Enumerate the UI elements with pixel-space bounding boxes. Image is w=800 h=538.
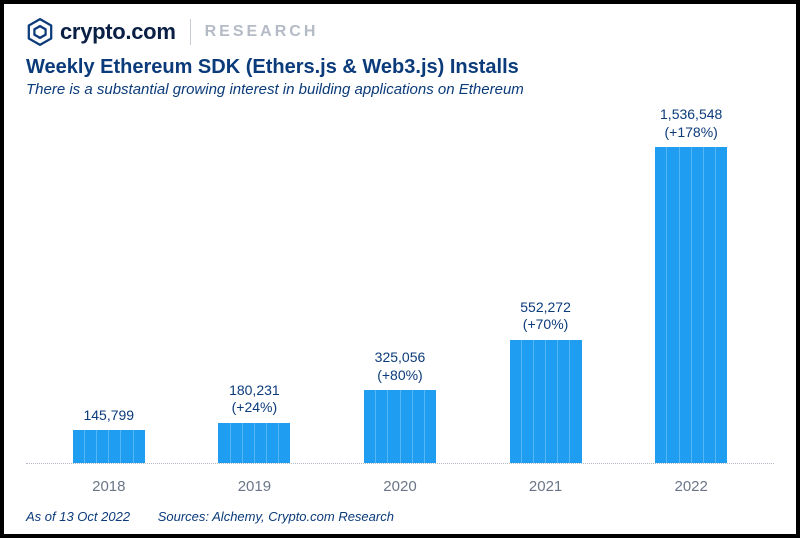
- bar-column: 145,799: [36, 106, 182, 463]
- header: crypto.com RESEARCH: [26, 18, 774, 46]
- chart-plot-area: 145,799 180,231(+24%) 325,056(+80%) 552,272…: [26, 106, 774, 464]
- bar-value-label: 1,536,548(+178%): [660, 106, 722, 141]
- sources-text: Sources: Alchemy, Crypto.com Research: [158, 509, 394, 524]
- bar-column: 325,056(+80%): [327, 106, 473, 463]
- chart-card: crypto.com RESEARCH Weekly Ethereum SDK …: [0, 0, 800, 538]
- crypto-logo-icon: [26, 18, 54, 46]
- bar: [73, 430, 145, 463]
- bar-value-label: 180,231(+24%): [229, 382, 280, 417]
- x-axis-tick: 2019: [182, 478, 328, 495]
- bar-value-label: 145,799: [83, 407, 134, 425]
- brand-name: crypto.com: [60, 19, 176, 45]
- bar: [510, 340, 582, 463]
- bar: [364, 390, 436, 463]
- chart-footer: As of 13 Oct 2022 Sources: Alchemy, Cryp…: [26, 509, 774, 524]
- bar-value-label: 325,056(+80%): [375, 349, 426, 384]
- chart-subtitle: There is a substantial growing interest …: [26, 81, 774, 98]
- brand-logo: crypto.com: [26, 18, 176, 46]
- header-divider: [190, 19, 191, 45]
- bar-value-label: 552,272(+70%): [520, 299, 571, 334]
- x-axis-tick: 2020: [327, 478, 473, 495]
- chart-title: Weekly Ethereum SDK (Ethers.js & Web3.js…: [26, 56, 774, 79]
- bar: [655, 147, 727, 463]
- bar: [218, 423, 290, 463]
- bar-column: 180,231(+24%): [182, 106, 328, 463]
- x-axis-tick: 2022: [618, 478, 764, 495]
- x-axis-tick: 2018: [36, 478, 182, 495]
- x-axis-tick: 2021: [473, 478, 619, 495]
- x-axis: 20182019202020212022: [26, 468, 774, 495]
- research-label: RESEARCH: [205, 23, 319, 41]
- bar-column: 552,272(+70%): [473, 106, 619, 463]
- bar-column: 1,536,548(+178%): [618, 106, 764, 463]
- as-of-date: As of 13 Oct 2022: [26, 509, 130, 524]
